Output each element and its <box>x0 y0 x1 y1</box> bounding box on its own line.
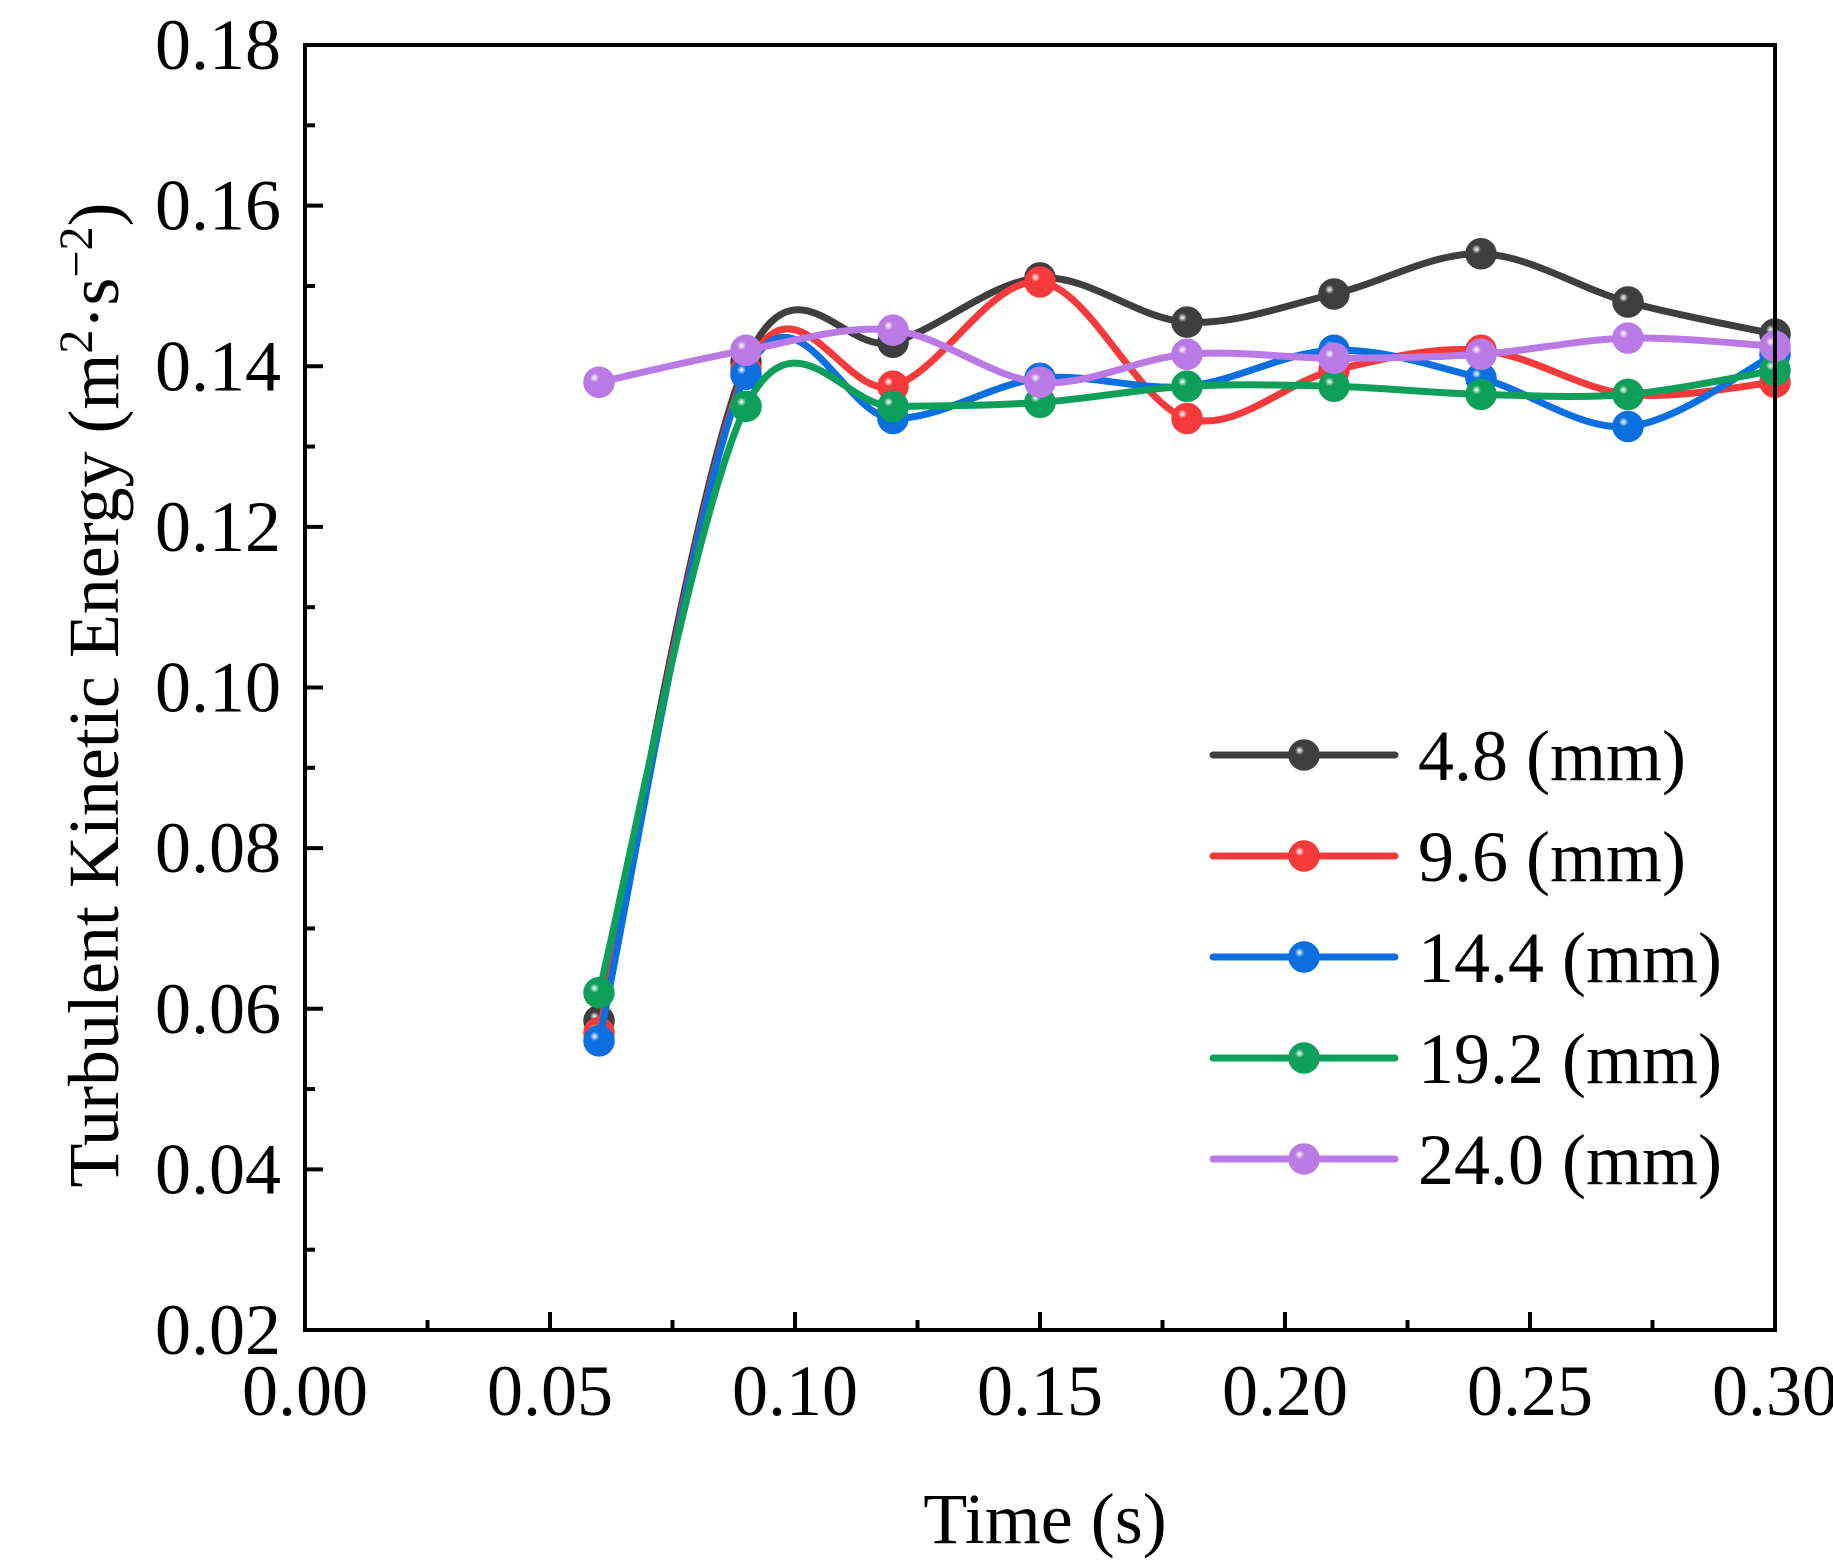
axes-layer: 0.00 0.05 0.10 0.15 0.20 0.25 0.30 0.02 0.04 0.06… <box>155 5 1833 1431</box>
legend-item-9-6: 9.6 (mm) <box>1209 817 1686 897</box>
y-tick-label: 0.08 <box>155 808 281 888</box>
y-axis-title-main: Turbulent Kinetic Energy (m <box>54 354 134 1188</box>
series-line-19-2 <box>595 359 1779 997</box>
legend-item-24-0: 24.0 (mm) <box>1209 1120 1722 1200</box>
y-axis-title-sup-1: 2 <box>50 330 103 354</box>
legend-label: 24.0 (mm) <box>1418 1120 1722 1200</box>
data-point-24-0-2 <box>877 314 909 346</box>
x-tick-label: 0.15 <box>977 1351 1103 1431</box>
data-point-4-8-5 <box>1318 278 1350 310</box>
x-tick-label: 0.00 <box>242 1351 368 1431</box>
data-point-19-2-5 <box>1318 370 1350 403</box>
data-point-4-8-4 <box>1171 306 1203 338</box>
data-point-24-0-1 <box>730 334 762 366</box>
legend-item-14-4: 14.4 (mm) <box>1209 918 1722 998</box>
series-24-0 <box>583 314 1791 399</box>
x-tick-label: 0.05 <box>487 1351 613 1431</box>
y-tick-label: 0.14 <box>155 326 281 406</box>
data-point-9-6-4 <box>1171 402 1203 435</box>
data-point-9-6-3 <box>1024 266 1056 298</box>
legend-item-4-8: 4.8 (mm) <box>1209 716 1686 796</box>
x-axis-title: Time (s) <box>923 1479 1166 1559</box>
legend-label: 19.2 (mm) <box>1418 1019 1722 1099</box>
series-line-14-4 <box>595 333 1779 1045</box>
legend-marker <box>1288 1042 1320 1074</box>
x-tick-label: 0.20 <box>1222 1351 1348 1431</box>
y-tick-label: 0.16 <box>155 166 281 246</box>
data-point-19-2-1 <box>730 390 762 423</box>
y-tick-label: 0.18 <box>155 5 281 85</box>
data-point-24-0-7 <box>1612 322 1644 354</box>
legend: 4.8 (mm) 9.6 (mm) 14.4 (mm) 19.2 (mm) 24.0 (… <box>1209 716 1722 1200</box>
data-point-24-0-5 <box>1318 342 1350 374</box>
legend-label: 14.4 (mm) <box>1418 918 1722 998</box>
data-point-24-0-0 <box>583 366 615 399</box>
legend-marker <box>1288 739 1320 771</box>
x-tick-label: 0.25 <box>1467 1351 1593 1431</box>
y-tick-label: 0.02 <box>155 1290 281 1370</box>
legend-marker <box>1288 1143 1320 1175</box>
y-axis-title-sup-2: −2 <box>50 227 103 278</box>
data-point-24-0-3 <box>1024 366 1056 399</box>
data-point-19-2-6 <box>1465 378 1497 411</box>
data-point-14-4-0 <box>583 1025 615 1057</box>
legend-marker <box>1288 941 1320 973</box>
x-tick-label: 0.30 <box>1712 1351 1833 1431</box>
y-axis-title-mid: ·s <box>54 278 134 330</box>
y-tick-label: 0.12 <box>155 487 281 567</box>
legend-item-19-2: 19.2 (mm) <box>1209 1019 1722 1099</box>
data-point-24-0-4 <box>1171 338 1203 370</box>
data-point-4-8-7 <box>1612 286 1644 318</box>
data-point-19-2-4 <box>1171 370 1203 403</box>
data-point-19-2-0 <box>583 976 615 1009</box>
legend-marker <box>1288 840 1320 872</box>
series-layer <box>583 238 1791 1057</box>
legend-label: 4.8 (mm) <box>1418 716 1686 796</box>
x-tick-label: 0.10 <box>732 1351 858 1431</box>
y-axis-title-end: ) <box>54 203 134 227</box>
y-tick-label: 0.04 <box>155 1129 281 1209</box>
series-19-2 <box>583 354 1791 1009</box>
data-point-19-2-2 <box>877 390 909 423</box>
data-point-14-4-7 <box>1612 410 1644 443</box>
y-axis-title: Turbulent Kinetic Energy (m2·s−2) <box>50 203 134 1188</box>
data-point-4-8-6 <box>1465 238 1497 270</box>
legend-label: 9.6 (mm) <box>1418 817 1686 897</box>
data-point-19-2-7 <box>1612 378 1644 411</box>
data-point-24-0-6 <box>1465 338 1497 370</box>
y-tick-label: 0.06 <box>155 969 281 1049</box>
y-tick-label: 0.10 <box>155 648 281 728</box>
